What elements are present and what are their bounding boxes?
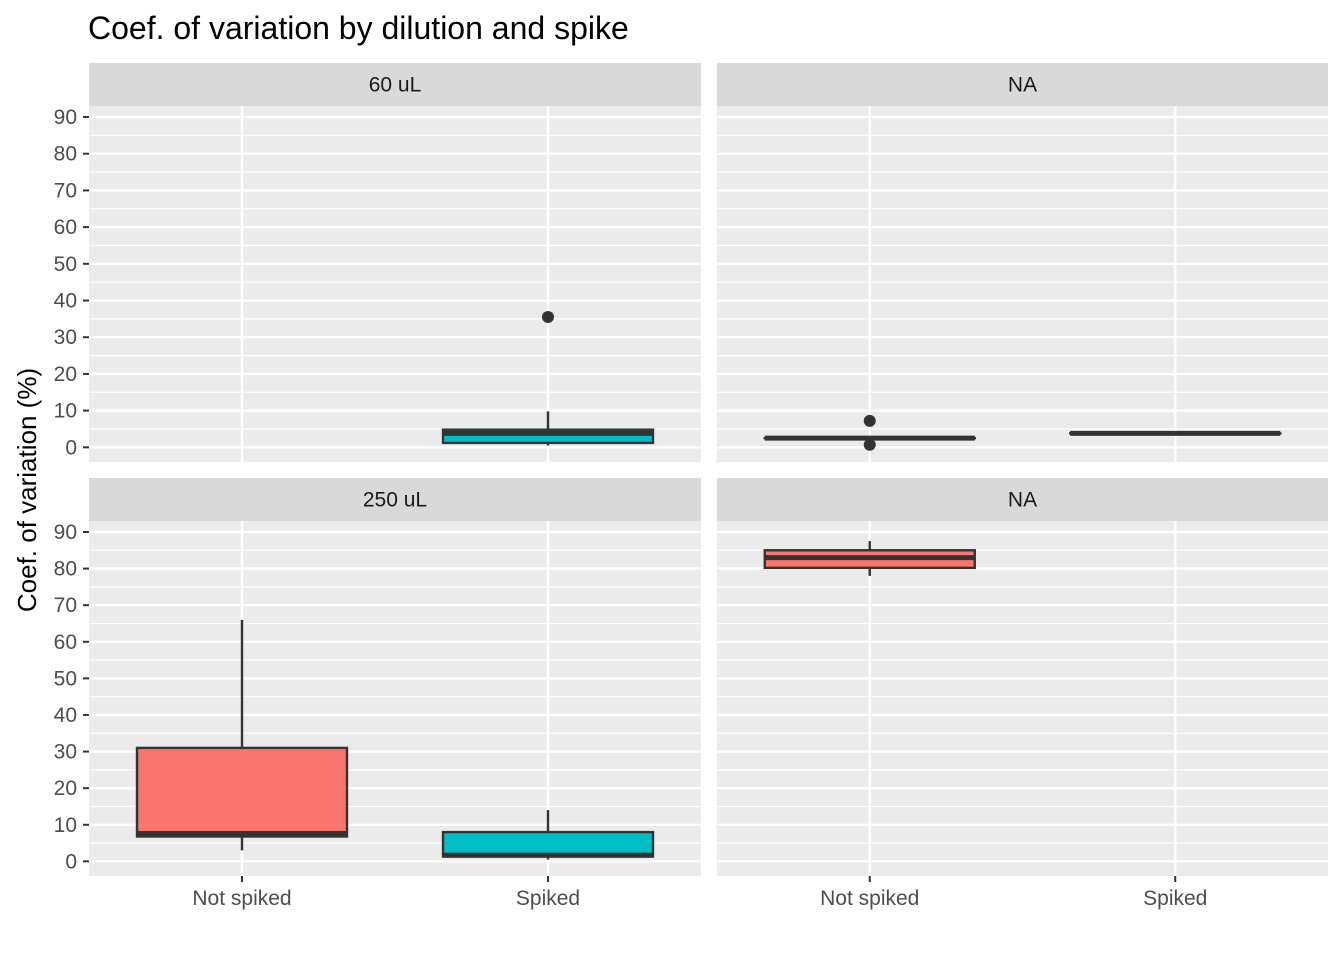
facet-panel: NA Not spiked Spiked [717,478,1328,910]
plot-background [717,521,1328,876]
box-iqr [135,746,349,838]
y-tick-label: 90 [54,106,77,129]
plot-background [89,106,701,462]
y-tick-label: 10 [54,400,77,423]
y-tick-label: 0 [65,850,77,873]
outlier-point [863,438,876,451]
y-tick-label: 30 [54,741,77,764]
outlier-point [542,311,554,324]
x-tick-label: Spiked [1143,887,1207,910]
y-tick-label: 60 [54,631,77,654]
box-spiked [441,810,655,860]
y-tick-label: 70 [54,594,77,617]
y-tick-label: 90 [54,521,77,544]
facet-panels: 60 uL 0 10 20 30 40 50 60 70 80 90 NA 250 uL 0 10 20 30 4… [54,63,1328,910]
facet-strip-label: NA [1008,74,1037,97]
x-tick-label: Not spiked [820,887,919,910]
facet-strip-label: NA [1008,489,1037,512]
y-tick-label: 40 [54,290,77,313]
y-tick-label: 60 [54,216,77,239]
facet-strip-label: 250 uL [363,489,427,512]
facet-strip [717,63,1328,106]
y-tick-label: 30 [54,326,77,349]
box-spiked [441,311,655,446]
y-tick-label: 20 [54,777,77,800]
y-tick-label: 10 [54,814,77,837]
y-tick-label: 50 [54,667,77,690]
y-tick-label: 80 [54,558,77,581]
box-not-spiked [763,414,976,451]
facet-strip [717,478,1328,521]
facet-panel: 60 uL 0 10 20 30 40 50 60 70 80 90 [54,63,701,462]
facet-strip [89,478,701,521]
facet-strip [89,63,701,106]
y-tick-label: 20 [54,363,77,386]
y-tick-label: 70 [54,179,77,202]
y-tick-label: 40 [54,704,77,727]
y-axis-title: Coef. of variation (%) [12,368,42,612]
facet-panel: 250 uL 0 10 20 30 40 50 60 70 80 90 Not spiked Spike… [54,478,701,910]
plot-background [717,106,1328,462]
facet-panel: NA [717,63,1328,462]
outlier-point [863,414,876,427]
chart-title: Coef. of variation by dilution and spike [88,10,629,46]
y-tick-label: 50 [54,253,77,276]
box-not-spiked [135,619,349,851]
y-tick-label: 0 [65,436,77,459]
x-tick-label: Not spiked [192,887,291,910]
y-tick-label: 80 [54,143,77,166]
box-not-spiked [763,541,976,576]
x-tick-label: Spiked [516,887,580,910]
facet-strip-label: 60 uL [369,74,422,97]
